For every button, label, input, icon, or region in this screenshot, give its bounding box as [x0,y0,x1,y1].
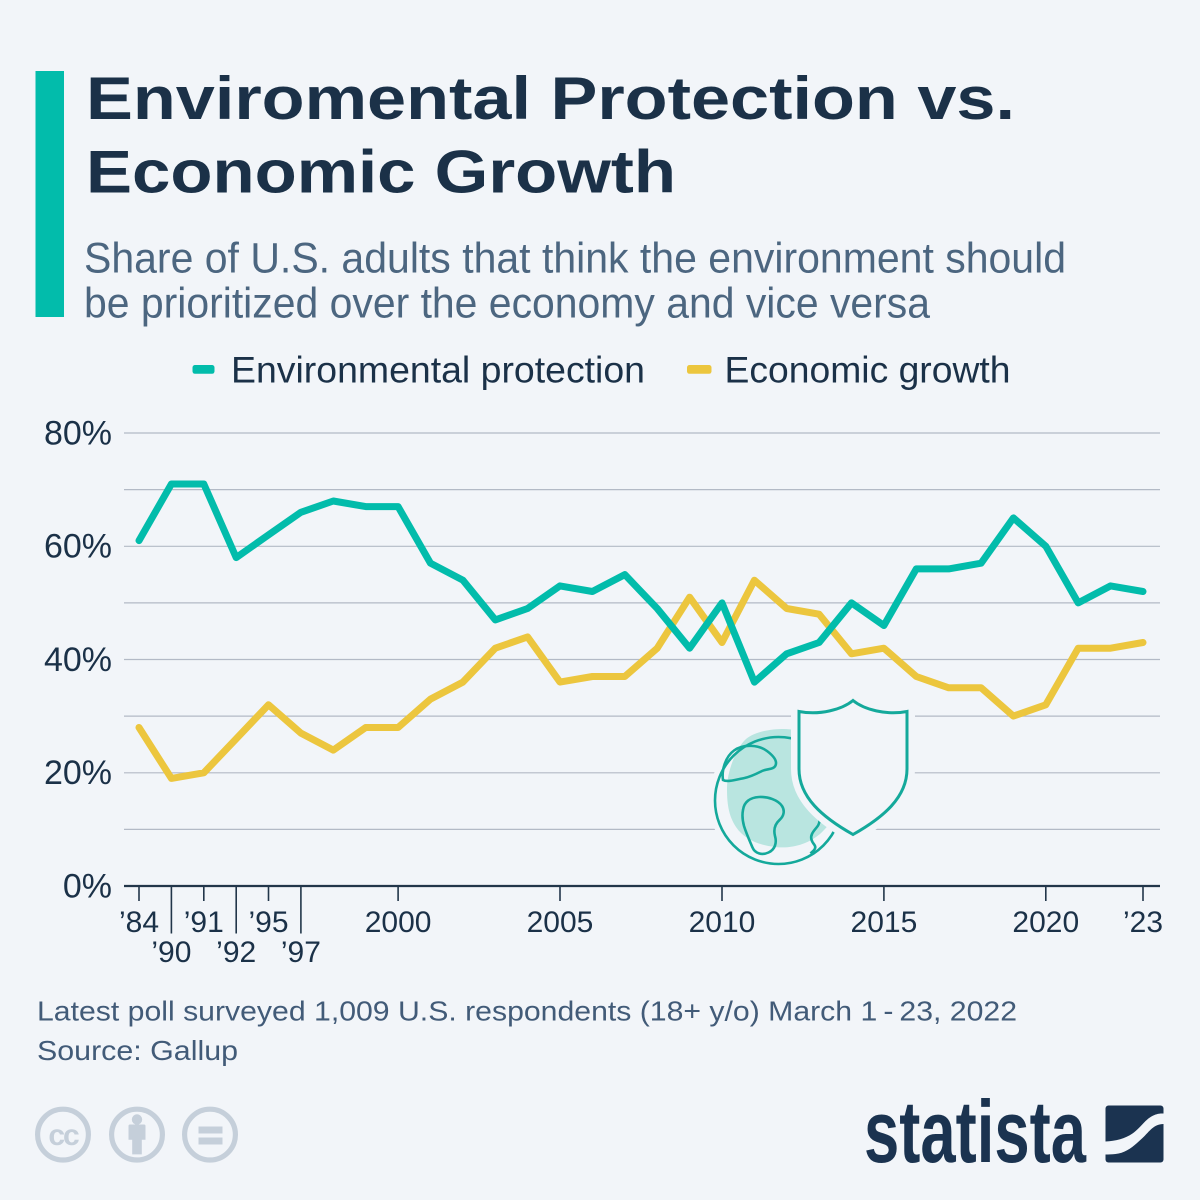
svg-text:statista: statista [864,1082,1087,1181]
svg-text:Source: Gallup: Source: Gallup [37,1035,238,1066]
svg-text:’97: ’97 [281,936,321,969]
svg-text:be prioritized over the econom: be prioritized over the economy and vice… [84,280,930,328]
svg-text:’84: ’84 [119,906,159,939]
svg-text:2000: 2000 [365,906,432,939]
svg-text:’23: ’23 [1123,906,1163,939]
svg-text:’92: ’92 [216,936,256,969]
svg-text:80%: 80% [44,414,112,452]
svg-text:0%: 0% [63,867,112,905]
svg-text:Economic Growth: Economic Growth [86,139,676,206]
svg-text:Latest poll surveyed 1,009 U.S: Latest poll surveyed 1,009 U.S. responde… [37,996,1017,1027]
svg-text:60%: 60% [44,528,112,566]
svg-text:20%: 20% [44,754,112,792]
svg-text:Enviromental Protection vs.: Enviromental Protection vs. [86,65,1015,132]
svg-text:cc: cc [48,1119,79,1152]
svg-text:Environmental protection: Environmental protection [231,350,645,391]
svg-text:Share of U.S. adults that thin: Share of U.S. adults that think the envi… [84,235,1066,283]
svg-text:’95: ’95 [248,906,288,939]
svg-text:’91: ’91 [184,906,224,939]
svg-text:2005: 2005 [527,906,594,939]
svg-text:Economic growth: Economic growth [725,350,1011,391]
svg-text:’90: ’90 [151,936,191,969]
svg-text:40%: 40% [44,641,112,679]
svg-text:2020: 2020 [1012,906,1079,939]
svg-text:2015: 2015 [851,906,918,939]
svg-text:2010: 2010 [689,906,756,939]
